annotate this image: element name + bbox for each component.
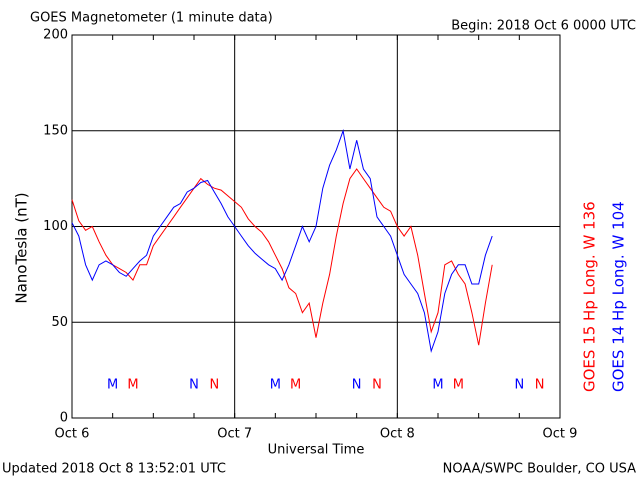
y-tick-label: 0 — [60, 411, 68, 426]
time-marker: M — [290, 378, 301, 393]
time-marker: N — [209, 378, 219, 393]
y-tick-label: 200 — [43, 28, 68, 43]
time-marker: M — [127, 378, 138, 393]
time-marker: N — [352, 378, 362, 393]
time-marker: N — [372, 378, 382, 393]
subtitle: Begin: 2018 Oct 6 0000 UTC — [451, 19, 636, 34]
x-tick-label: Oct 8 — [380, 427, 415, 442]
y-axis-label: NanoTesla (nT) — [13, 192, 31, 303]
y-tick-label: 100 — [43, 219, 68, 234]
time-marker: N — [514, 378, 524, 393]
legend-entry: GOES 15 Hp Long. W 136 — [581, 201, 599, 392]
legend-entry: GOES 14 Hp Long. W 104 — [610, 201, 628, 392]
data-line — [71, 168, 493, 346]
x-axis-label: Universal Time — [268, 443, 365, 458]
y-tick-label: 50 — [51, 315, 68, 330]
footer-left: Updated 2018 Oct 8 13:52:01 UTC — [2, 462, 226, 477]
time-marker: N — [535, 378, 545, 393]
time-marker: M — [107, 378, 118, 393]
time-marker: M — [453, 378, 464, 393]
x-tick-label: Oct 7 — [217, 427, 252, 442]
footer-right: NOAA/SWPC Boulder, CO USA — [443, 462, 636, 477]
chart-title: GOES Magnetometer (1 minute data) — [30, 11, 273, 26]
plot-frame — [71, 34, 561, 419]
y-tick-label: 150 — [43, 123, 68, 138]
time-marker: M — [432, 378, 443, 393]
x-tick-label: Oct 9 — [543, 427, 578, 442]
x-tick-label: Oct 6 — [55, 427, 90, 442]
data-line — [71, 128, 493, 353]
time-marker: N — [189, 378, 199, 393]
time-marker: M — [270, 378, 281, 393]
